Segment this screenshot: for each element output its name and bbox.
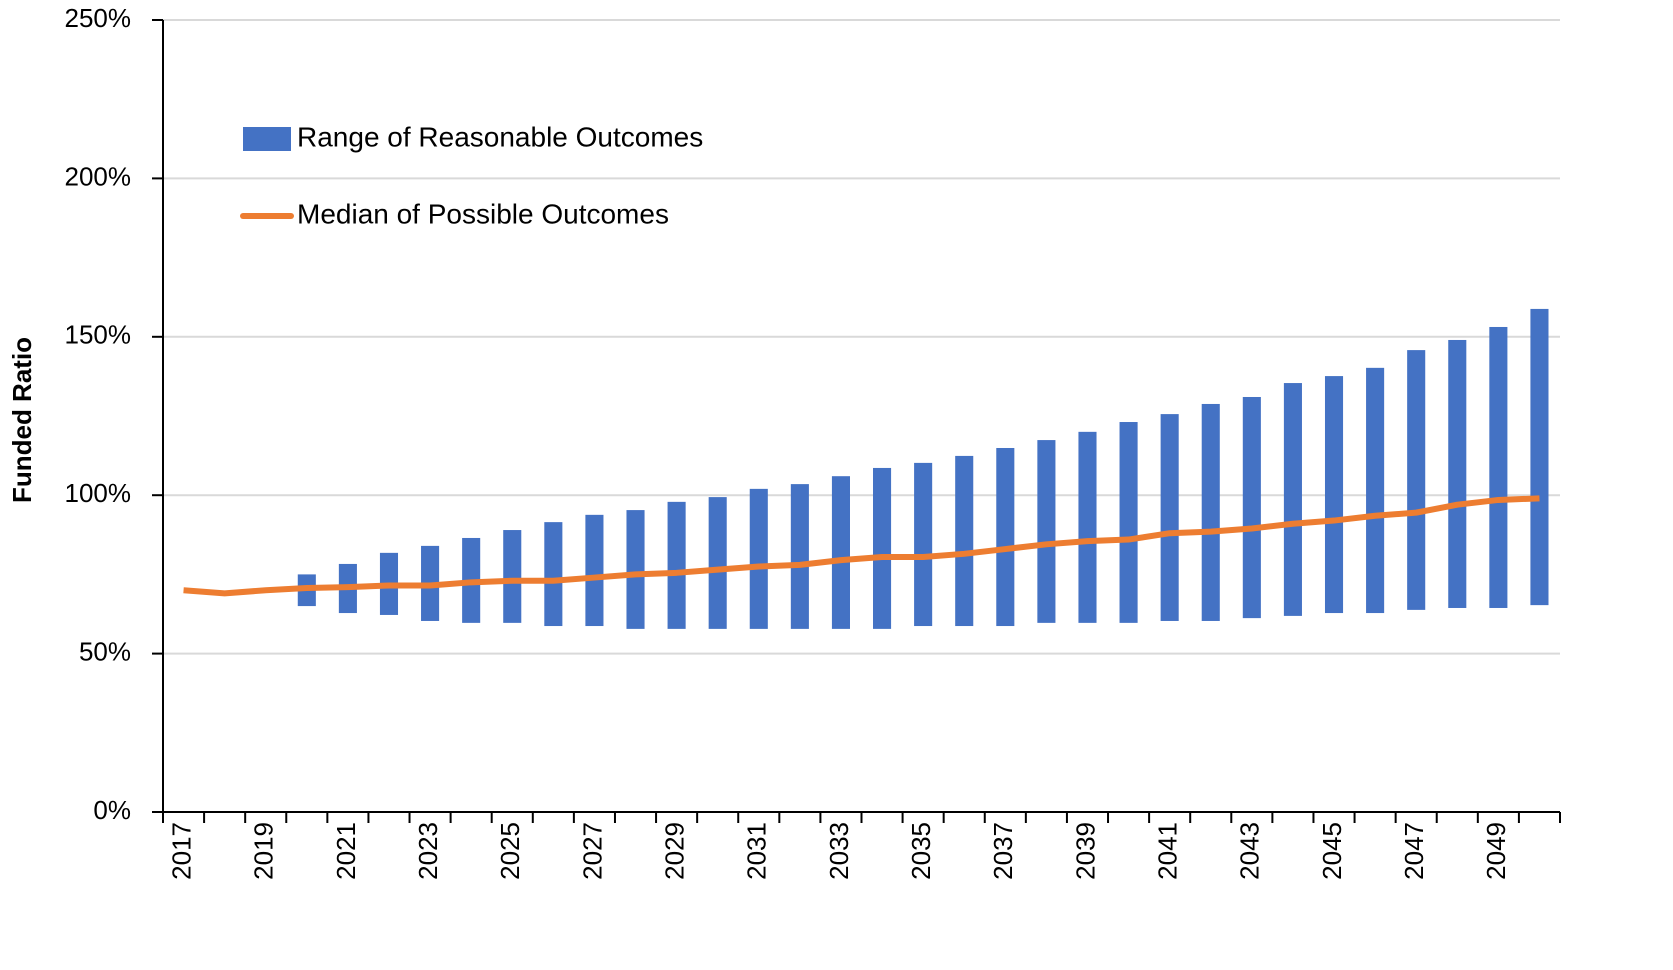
x-tick-label: 2025 (495, 822, 525, 880)
range-bar (1160, 414, 1179, 621)
range-bar (790, 484, 809, 629)
y-tick-label: 200% (65, 161, 132, 191)
x-tick-label: 2045 (1317, 822, 1347, 880)
x-tick-label: 2031 (742, 822, 772, 880)
x-tick-label: 2021 (331, 822, 361, 880)
range-bar (1448, 339, 1467, 608)
y-tick-label: 50% (79, 636, 131, 666)
x-tick-label: 2037 (988, 822, 1018, 880)
legend-label: Range of Reasonable Outcomes (297, 121, 703, 152)
range-bar (585, 514, 604, 627)
range-bar (749, 488, 768, 629)
range-bar (1119, 422, 1138, 623)
range-bar (1078, 431, 1097, 623)
legend-label: Median of Possible Outcomes (297, 198, 669, 229)
range-bar (1037, 440, 1056, 623)
x-tick-label: 2035 (906, 822, 936, 880)
y-tick-label: 150% (65, 320, 132, 350)
x-tick-label: 2019 (249, 822, 279, 880)
x-tick-label: 2029 (659, 822, 689, 880)
range-bar (1366, 367, 1385, 614)
range-bar (1201, 403, 1220, 621)
range-bar (1283, 383, 1302, 616)
range-bar (873, 467, 892, 629)
y-tick-label: 0% (93, 795, 131, 825)
range-bar (1489, 326, 1508, 608)
range-bar (667, 501, 686, 629)
legend-swatch (243, 127, 291, 151)
range-bar (544, 522, 563, 627)
range-bar (503, 530, 522, 623)
x-tick-label: 2033 (824, 822, 854, 880)
x-tick-label: 2043 (1235, 822, 1265, 880)
range-bar (1324, 376, 1344, 614)
range-bar (626, 510, 645, 629)
x-tick-label: 2041 (1153, 822, 1183, 880)
range-bar (1242, 396, 1261, 619)
y-tick-label: 250% (65, 3, 132, 33)
range-bar (831, 476, 850, 629)
x-tick-label: 2027 (577, 822, 607, 880)
y-tick-label: 100% (65, 478, 132, 508)
range-bar (1407, 350, 1426, 610)
x-tick-label: 2023 (413, 822, 443, 880)
x-tick-label: 2049 (1481, 822, 1511, 880)
range-bar (955, 455, 974, 627)
range-bar (708, 497, 727, 629)
range-bar (1530, 308, 1549, 606)
range-bar (996, 447, 1015, 627)
median-line (183, 495, 1540, 597)
x-tick-label: 2047 (1399, 822, 1429, 880)
x-tick-label: 2039 (1070, 822, 1100, 880)
range-bar (914, 462, 933, 627)
x-tick-label: 2017 (166, 822, 196, 880)
y-axis-label: Funded Ratio (7, 337, 37, 503)
